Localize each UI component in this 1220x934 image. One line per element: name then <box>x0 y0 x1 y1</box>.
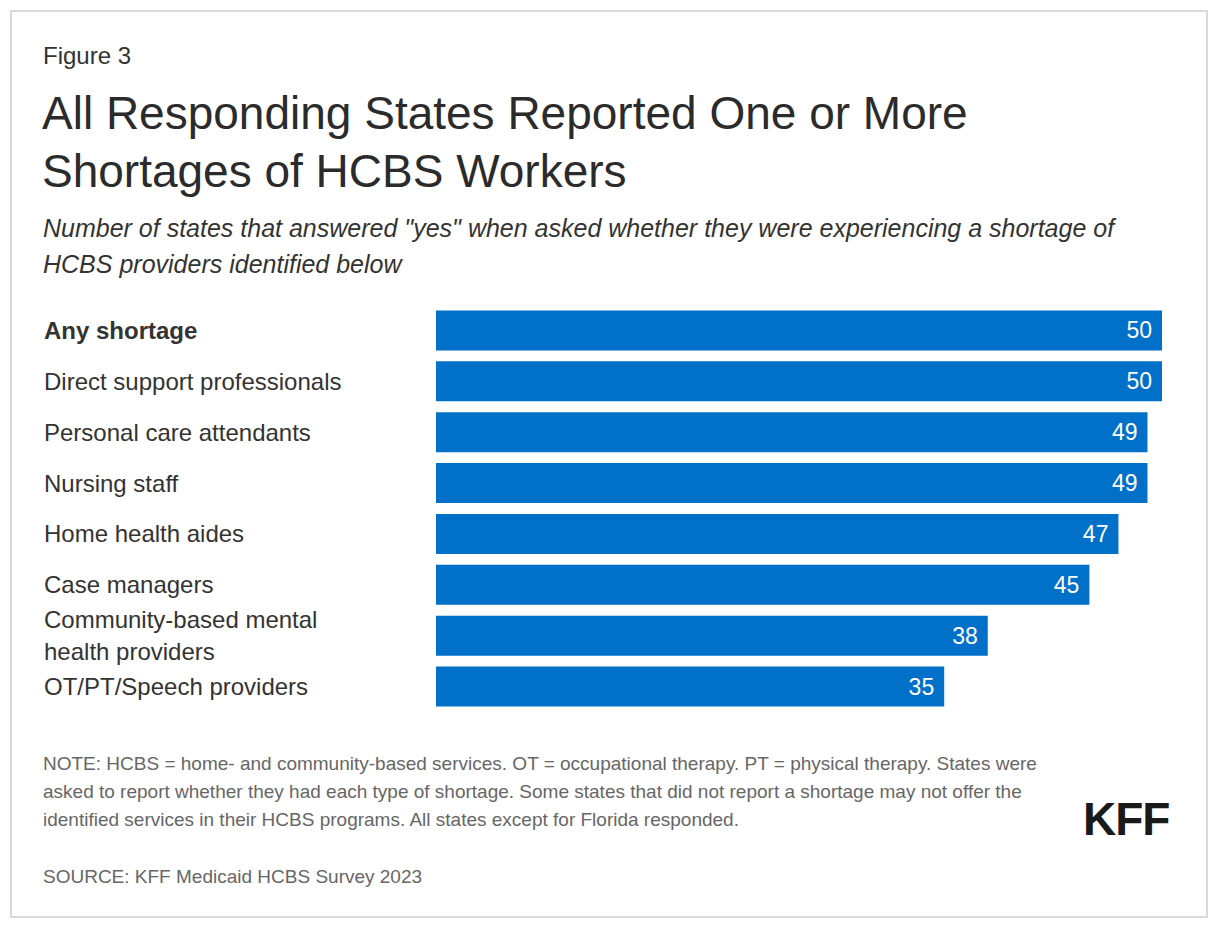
html-text:Figure 3: Figure 3 <box>43 42 131 69</box>
svg-text:OT/PT/Speech providers: OT/PT/Speech providers <box>44 673 308 700</box>
svg-text:Nursing staff: Nursing staff <box>44 470 179 497</box>
html-text:NOTE: HCBS = home- and communi: NOTE: HCBS = home- and community-based s… <box>43 753 1037 830</box>
svg-text:49: 49 <box>1112 470 1138 496</box>
html-text:KFF: KFF <box>1083 793 1170 845</box>
svg-text:50: 50 <box>1126 317 1152 343</box>
html-text:SOURCE: KFF Medicaid HCBS Surv: SOURCE: KFF Medicaid HCBS Survey 2023 <box>43 866 423 887</box>
svg-text:49: 49 <box>1112 419 1138 445</box>
svg-text:Community-based mental: Community-based mental <box>44 606 324 633</box>
svg-text:38: 38 <box>952 623 978 649</box>
svg-text:50: 50 <box>1126 368 1152 394</box>
svg-text:Home health aides: Home health aides <box>44 520 244 547</box>
svg-text:35: 35 <box>909 674 935 700</box>
svg-text:45: 45 <box>1054 572 1080 598</box>
svg-text:Any shortage: Any shortage <box>44 317 197 344</box>
html-text:Number of states that answered: Number of states that answered "yes" whe… <box>43 214 1115 278</box>
svg-text:Personal care attendants: Personal care attendants <box>44 419 311 446</box>
svg-text:Direct support professionals: Direct support professionals <box>44 368 341 395</box>
svg-text:Case managers: Case managers <box>44 571 213 598</box>
html-text:All Responding States Reported: All Responding States Reported One or Mo… <box>42 87 968 197</box>
svg-text:health providers: health providers <box>44 638 215 665</box>
svg-text:47: 47 <box>1083 521 1109 547</box>
